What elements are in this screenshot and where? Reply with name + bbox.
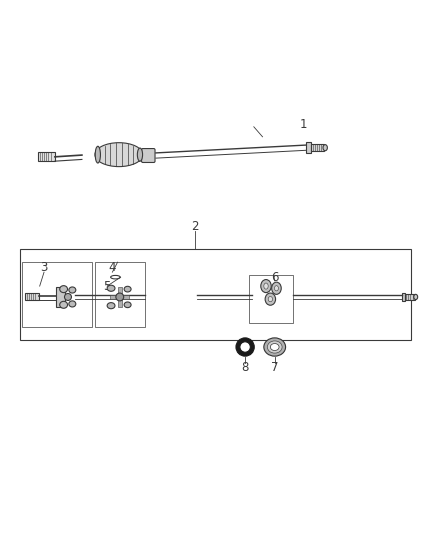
Bar: [306, 142, 311, 154]
FancyBboxPatch shape: [141, 149, 155, 163]
Ellipse shape: [60, 286, 67, 293]
Ellipse shape: [240, 342, 251, 352]
Ellipse shape: [60, 301, 67, 308]
Text: 1: 1: [300, 118, 307, 131]
Ellipse shape: [116, 293, 124, 301]
Text: 8: 8: [241, 361, 249, 374]
Bar: [22, 262, 92, 327]
Ellipse shape: [323, 144, 327, 151]
Text: 2: 2: [191, 220, 199, 233]
Ellipse shape: [69, 287, 76, 293]
Bar: [95, 262, 145, 327]
Ellipse shape: [275, 286, 279, 291]
Bar: [402, 293, 405, 301]
Ellipse shape: [261, 279, 271, 293]
Ellipse shape: [124, 286, 131, 292]
Ellipse shape: [264, 283, 268, 289]
Ellipse shape: [64, 294, 71, 301]
Ellipse shape: [414, 294, 418, 300]
Ellipse shape: [138, 148, 143, 161]
Ellipse shape: [95, 143, 143, 167]
Ellipse shape: [272, 282, 281, 294]
Ellipse shape: [107, 285, 115, 292]
Bar: [405, 294, 415, 300]
Ellipse shape: [267, 341, 282, 353]
Bar: [311, 144, 324, 151]
Ellipse shape: [268, 296, 272, 302]
Ellipse shape: [236, 338, 254, 356]
Ellipse shape: [69, 301, 76, 307]
Bar: [117, 287, 122, 306]
Bar: [25, 294, 39, 301]
Text: 3: 3: [40, 261, 48, 274]
Bar: [20, 249, 411, 341]
Ellipse shape: [264, 338, 286, 356]
Ellipse shape: [265, 293, 276, 305]
Text: 6: 6: [271, 271, 279, 284]
Bar: [39, 152, 55, 161]
Ellipse shape: [270, 344, 279, 351]
Text: 5: 5: [103, 280, 111, 293]
Ellipse shape: [124, 302, 131, 308]
Ellipse shape: [95, 146, 100, 163]
Bar: [110, 295, 129, 299]
Text: 4: 4: [109, 261, 116, 274]
Bar: [56, 287, 65, 306]
Ellipse shape: [107, 303, 115, 309]
Text: 7: 7: [271, 361, 279, 374]
Bar: [250, 275, 293, 323]
